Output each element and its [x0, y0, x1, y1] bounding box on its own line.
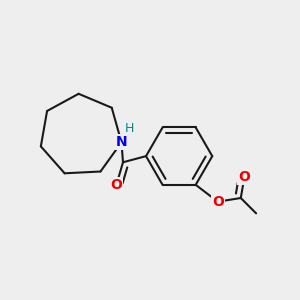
Text: O: O: [110, 178, 122, 192]
Text: H: H: [124, 122, 134, 135]
Text: N: N: [116, 135, 127, 149]
Text: O: O: [238, 169, 250, 184]
Text: O: O: [212, 195, 224, 209]
